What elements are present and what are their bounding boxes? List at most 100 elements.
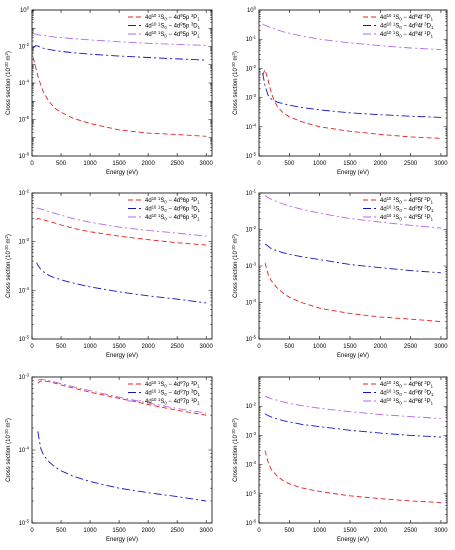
y-tick-base: 10	[20, 8, 27, 14]
legend-sub: 1	[198, 208, 201, 213]
legend-sup: 9	[415, 30, 418, 35]
y-tick-label: 10-5	[246, 335, 257, 344]
legend-sup: 9	[180, 21, 183, 26]
legend-sup: 9	[180, 388, 183, 393]
x-tick-label: 3000	[200, 344, 214, 350]
series-2	[33, 33, 207, 46]
legend-sup: 1	[393, 213, 396, 218]
legend-text: P	[427, 198, 431, 204]
y-tick-exponent: -3	[252, 431, 256, 436]
legend-sup: 9	[180, 213, 183, 218]
y-axis-label-unit: m	[6, 238, 12, 245]
y-tick-exponent: -4	[252, 298, 256, 303]
legend-entry: 4d10 1S0 − 4d95p 1P1	[145, 30, 200, 39]
legend-sup: 10	[152, 13, 157, 18]
series-0	[262, 68, 441, 139]
y-tick-base: 10	[246, 521, 253, 527]
y-tick-label: 100	[247, 6, 257, 15]
panel-4d96p: 0 500 1000 1500 2000 2500 300010-210-310-410-5…	[4, 189, 214, 360]
x-tick-label: 500	[284, 161, 295, 167]
y-tick-exponent: -1	[252, 189, 256, 194]
y-tick-label: 10-2	[19, 189, 30, 198]
legend-sub: 0	[164, 392, 167, 397]
y-tick-label: 10-1	[246, 35, 257, 44]
series-line	[37, 378, 207, 414]
legend-text: 4f	[418, 15, 425, 21]
x-tick-label: 3000	[434, 161, 448, 167]
x-tick-label: 0	[257, 528, 261, 534]
legend-sup: 9	[180, 13, 183, 18]
legend-text: D	[427, 207, 432, 213]
y-tick-label: 100	[20, 6, 30, 15]
legend-text: P	[427, 32, 431, 38]
legend-sup: 3	[424, 380, 427, 385]
x-tick-label: 1000	[83, 344, 97, 350]
y-tick-base: 10	[246, 404, 253, 410]
legend-text: P	[427, 382, 431, 388]
legend-sub: 0	[399, 401, 402, 406]
y-tick-label: 10-5	[19, 335, 30, 344]
y-axis-label-square: 2	[231, 52, 236, 55]
y-tick-exponent: -8	[25, 152, 29, 157]
y-tick-label: 10-5	[19, 519, 30, 528]
series-1	[264, 413, 441, 438]
x-tick-label: 1000	[313, 344, 327, 350]
legend-sup: 3	[424, 204, 427, 209]
x-tick-label: 3000	[434, 528, 448, 534]
y-tick-base: 10	[246, 154, 253, 160]
series-line	[262, 68, 441, 139]
legend-text: − 4d	[402, 215, 416, 221]
x-tick-label: 1500	[112, 161, 126, 167]
series-2	[37, 378, 207, 414]
x-tick-label: 2000	[374, 344, 388, 350]
legend-text: 4d	[380, 32, 387, 38]
legend-sub: 0	[164, 384, 167, 389]
y-tick-exponent: 0	[254, 6, 257, 11]
y-tick-exponent: 0	[27, 6, 30, 11]
legend-sup: 9	[415, 196, 418, 201]
legend-text: − 4d	[402, 15, 416, 21]
legend-sup: 1	[158, 13, 161, 18]
x-tick-label: 500	[56, 528, 67, 534]
x-tick-label: 2000	[374, 161, 388, 167]
legend-sup: 10	[152, 380, 157, 385]
x-tick-label: 1500	[112, 528, 126, 534]
legend-sup: 9	[180, 30, 183, 35]
y-tick-base: 10	[19, 240, 26, 246]
legend-text: P	[193, 399, 197, 405]
series-line	[264, 262, 441, 323]
legend-entry: 4d10 1S0 − 4d95p 3P1	[145, 13, 200, 22]
series-1	[32, 45, 207, 61]
legend-text: 4d	[380, 198, 387, 204]
legend-entry: 4d10 1S0 − 4d96f 1P1	[380, 397, 434, 406]
x-tick-label: 1000	[83, 161, 97, 167]
legend-text: 5f	[418, 198, 425, 204]
legend-sub: 1	[431, 392, 434, 397]
y-tick-label: 10-4	[19, 286, 30, 295]
legend-sub: 1	[197, 200, 200, 205]
y-tick-exponent: -5	[252, 152, 256, 157]
legend-sub: 1	[431, 217, 434, 222]
y-tick-exponent: -5	[25, 335, 29, 340]
y-tick-label: 10-5	[246, 489, 257, 498]
legend-text: P	[427, 15, 431, 21]
legend-text: 5p	[183, 15, 191, 21]
series-line	[36, 262, 207, 304]
legend-text: 5f	[418, 207, 425, 213]
legend-sub: 0	[399, 392, 402, 397]
y-tick-base: 10	[19, 337, 26, 343]
y-axis-label-square: 2	[4, 52, 9, 55]
y-tick-exponent: -3	[25, 373, 29, 378]
y-tick-label: 10-4	[246, 122, 257, 131]
y-tick-exponent: -1	[252, 35, 256, 40]
legend-sup: 3	[191, 196, 194, 201]
legend-text: − 4d	[402, 391, 416, 397]
y-tick-base: 10	[19, 288, 26, 294]
plot-frame	[258, 376, 448, 524]
legend-text: 4d	[380, 207, 387, 213]
legend-sub: 1	[431, 208, 434, 213]
legend-text: S	[395, 15, 399, 21]
legend-entry: 4d10 1S0 − 4d96p 3P1	[145, 196, 200, 205]
y-tick-base: 10	[247, 8, 254, 14]
legend-sub: 0	[164, 217, 167, 222]
